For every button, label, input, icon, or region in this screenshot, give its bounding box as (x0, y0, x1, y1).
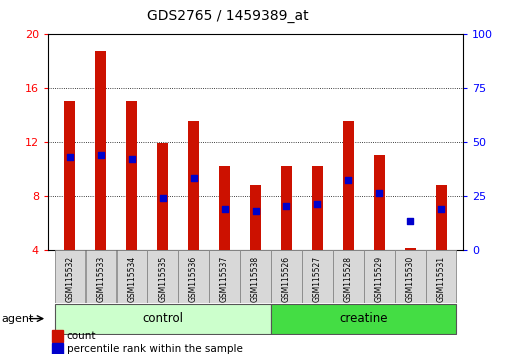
Text: percentile rank within the sample: percentile rank within the sample (67, 343, 242, 354)
Text: GSM115526: GSM115526 (281, 256, 290, 302)
FancyBboxPatch shape (301, 250, 332, 303)
Text: GSM115531: GSM115531 (436, 256, 445, 302)
Bar (373, 155, 384, 250)
Point (127, 156, 135, 162)
Text: GSM115536: GSM115536 (189, 255, 198, 302)
FancyBboxPatch shape (209, 250, 239, 303)
Bar (342, 121, 353, 250)
Point (96, 152, 105, 158)
Bar (95, 51, 106, 250)
Text: GSM115537: GSM115537 (220, 255, 229, 302)
FancyBboxPatch shape (394, 250, 425, 303)
Point (344, 178, 352, 183)
Point (436, 206, 444, 211)
Point (375, 190, 383, 196)
Bar (52, 343, 63, 354)
Text: GDS2765 / 1459389_at: GDS2765 / 1459389_at (146, 9, 308, 23)
Point (220, 206, 228, 211)
Text: creatine: creatine (339, 312, 387, 325)
Text: GSM115538: GSM115538 (250, 256, 260, 302)
FancyBboxPatch shape (240, 250, 270, 303)
Bar (188, 121, 198, 250)
FancyBboxPatch shape (178, 250, 209, 303)
Bar (312, 166, 322, 250)
Bar (52, 331, 63, 342)
Text: GSM115529: GSM115529 (374, 256, 383, 302)
FancyBboxPatch shape (271, 250, 301, 303)
FancyBboxPatch shape (55, 250, 85, 303)
Text: count: count (67, 331, 96, 341)
Text: GSM115532: GSM115532 (65, 256, 74, 302)
Text: GSM115527: GSM115527 (312, 256, 321, 302)
Text: GSM115533: GSM115533 (96, 255, 105, 302)
FancyBboxPatch shape (364, 250, 394, 303)
FancyBboxPatch shape (147, 250, 177, 303)
Bar (157, 143, 168, 250)
Point (189, 176, 197, 181)
Bar (435, 185, 446, 250)
Point (282, 204, 290, 209)
FancyBboxPatch shape (55, 304, 270, 333)
Point (406, 219, 414, 224)
Bar (249, 185, 261, 250)
Text: GSM115530: GSM115530 (405, 255, 414, 302)
Text: GSM115528: GSM115528 (343, 256, 352, 302)
Bar (280, 166, 291, 250)
Bar (219, 166, 230, 250)
Point (251, 208, 259, 213)
FancyBboxPatch shape (85, 250, 116, 303)
FancyBboxPatch shape (425, 250, 456, 303)
Bar (404, 248, 415, 250)
Point (313, 201, 321, 207)
FancyBboxPatch shape (116, 250, 146, 303)
Bar (64, 101, 75, 250)
Text: GSM115535: GSM115535 (158, 255, 167, 302)
Point (158, 195, 166, 201)
FancyBboxPatch shape (333, 250, 363, 303)
Point (66, 154, 74, 160)
FancyBboxPatch shape (271, 304, 456, 333)
Text: GSM115534: GSM115534 (127, 255, 136, 302)
Bar (126, 101, 137, 250)
Text: control: control (142, 312, 183, 325)
Text: agent: agent (2, 314, 34, 324)
